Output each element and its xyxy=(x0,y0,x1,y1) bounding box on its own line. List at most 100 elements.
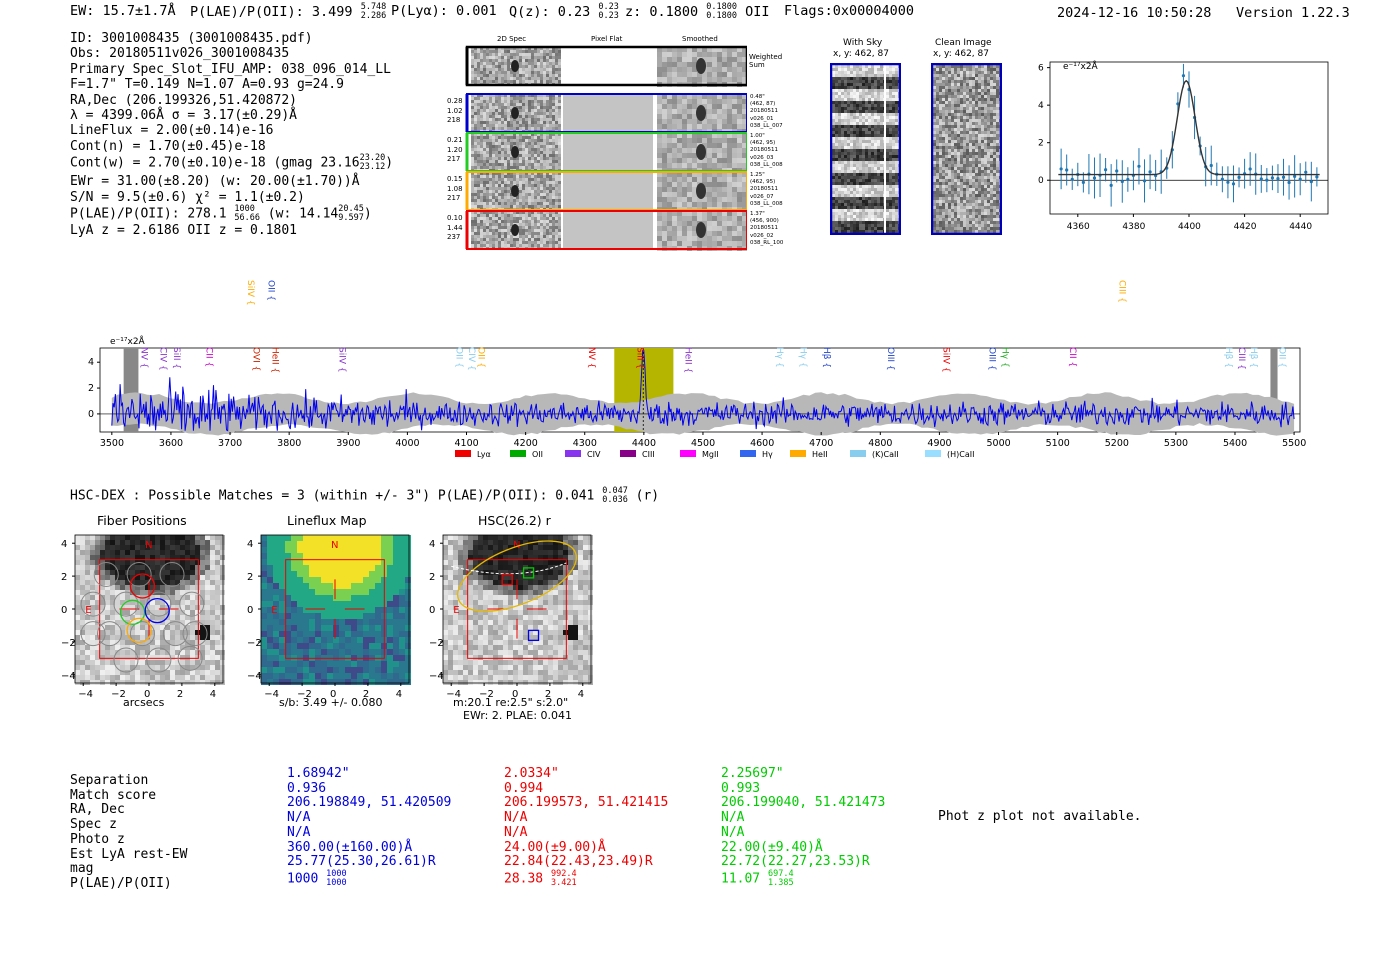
pixel xyxy=(480,97,483,100)
smooth-pixel xyxy=(662,138,667,143)
pixel xyxy=(552,136,555,139)
sky-pixel xyxy=(954,107,957,110)
info-lineflux: LineFlux = 2.00(±0.14)e-16 xyxy=(70,123,274,139)
sky-pixel xyxy=(957,164,960,167)
sky-pixel xyxy=(960,104,963,107)
pixel xyxy=(498,244,501,247)
sky-pixel xyxy=(871,182,874,185)
sky-pixel xyxy=(886,116,889,119)
weighted-sum-label: Weighted Sum xyxy=(749,53,783,69)
pixel xyxy=(492,68,495,71)
pixel xyxy=(555,238,558,241)
smooth-pixel xyxy=(662,124,667,129)
sky-pixel xyxy=(877,80,880,83)
smooth-pixel xyxy=(667,158,672,163)
sky-pixel xyxy=(957,98,960,101)
pixel xyxy=(537,74,540,77)
sky-pixel xyxy=(895,188,898,191)
smooth-pixel xyxy=(692,192,697,197)
pixel xyxy=(495,77,498,80)
smooth-pixel xyxy=(707,104,712,109)
pixel xyxy=(540,112,543,115)
sky-pixel xyxy=(984,146,987,149)
sky-pixel xyxy=(984,119,987,122)
pixel xyxy=(474,136,477,139)
sky-pixel xyxy=(853,194,856,197)
pixel xyxy=(477,124,480,127)
sky-pixel xyxy=(960,71,963,74)
sky-pixel xyxy=(966,173,969,176)
smooth-pixel xyxy=(742,202,747,207)
sky-pixel xyxy=(889,74,892,77)
sky-pixel xyxy=(856,137,859,140)
sky-pixel xyxy=(832,218,835,221)
pixel xyxy=(507,238,510,241)
pixel xyxy=(477,50,480,53)
pixel-flat xyxy=(563,94,653,132)
smooth-pixel xyxy=(657,192,662,197)
sky-pixel xyxy=(957,68,960,71)
pixel xyxy=(537,151,540,154)
sky-pixel xyxy=(871,173,874,176)
sky-pixel xyxy=(850,74,853,77)
sky-pixel xyxy=(886,170,889,173)
smooth-pixel xyxy=(667,216,672,221)
pixel xyxy=(522,145,525,148)
pixel xyxy=(516,127,519,130)
pixel xyxy=(534,193,537,196)
sky-pixel xyxy=(972,119,975,122)
smooth-pixel xyxy=(702,133,707,138)
sky-pixel xyxy=(942,71,945,74)
pixel xyxy=(483,68,486,71)
sky-pixel xyxy=(889,179,892,182)
smooth-pixel xyxy=(707,226,712,231)
sky-pixel xyxy=(871,185,874,188)
smooth-pixel xyxy=(707,153,712,158)
sky-pixel xyxy=(874,80,877,83)
smooth-pixel xyxy=(662,221,667,226)
sky-pixel xyxy=(889,104,892,107)
pixel xyxy=(474,56,477,59)
sky-pixel xyxy=(862,227,865,230)
smooth-pixel xyxy=(712,148,717,153)
pixel xyxy=(498,115,501,118)
sky-pixel xyxy=(957,119,960,122)
smooth-pixel xyxy=(722,236,727,241)
sky-pixel xyxy=(987,98,990,101)
sky-pixel xyxy=(966,161,969,164)
smooth-pixel xyxy=(707,143,712,148)
smooth-pixel xyxy=(657,226,662,231)
sky-pixel xyxy=(874,119,877,122)
sky-pixel xyxy=(862,95,865,98)
sky-pixel xyxy=(960,161,963,164)
sky-pixel xyxy=(874,191,877,194)
pixel xyxy=(477,199,480,202)
pixel xyxy=(534,80,537,83)
sky-pixel xyxy=(987,146,990,149)
sky-pixel xyxy=(987,155,990,158)
pixel xyxy=(501,142,504,145)
sky-pixel xyxy=(993,143,996,146)
sky-pixel xyxy=(895,110,898,113)
pixel xyxy=(531,157,534,160)
pixel xyxy=(534,151,537,154)
sky-pixel xyxy=(841,200,844,203)
sky-pixel xyxy=(969,113,972,116)
pixel xyxy=(552,139,555,142)
pixel xyxy=(495,205,498,208)
pixel xyxy=(486,241,489,244)
sky-pixel xyxy=(844,128,847,131)
sky-pixel xyxy=(951,155,954,158)
smooth-pixel xyxy=(732,119,737,124)
sky-pixel xyxy=(853,212,856,215)
sky-pixel xyxy=(880,161,883,164)
pixel xyxy=(510,80,513,83)
pixel xyxy=(504,127,507,130)
sky-pixel xyxy=(835,113,838,116)
sky-pixel xyxy=(969,116,972,119)
sky-pixel xyxy=(895,143,898,146)
sky-pixel xyxy=(841,152,844,155)
smooth-pixel xyxy=(727,109,732,114)
sky-pixel xyxy=(889,212,892,215)
sky-pixel xyxy=(856,173,859,176)
